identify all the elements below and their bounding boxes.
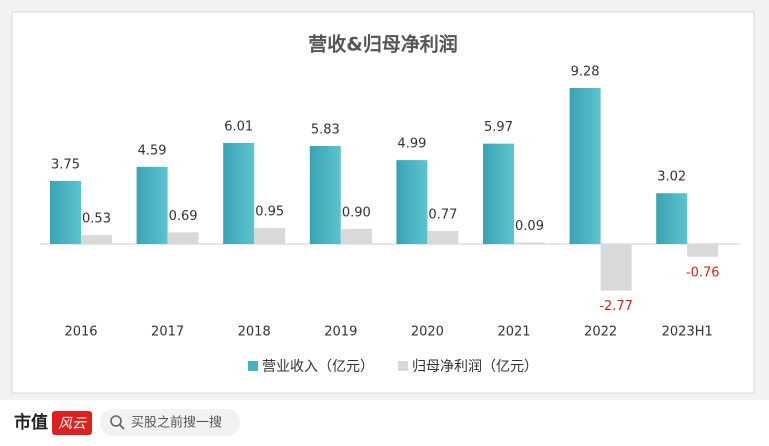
x-tick-label: 2017	[151, 325, 184, 340]
value-label: 0.77	[428, 208, 457, 223]
value-label: 3.02	[657, 170, 686, 185]
value-label: 3.75	[51, 157, 80, 172]
bar	[340, 228, 372, 244]
value-label: -0.76	[686, 265, 720, 280]
chart-title: 营收&归母净利润	[308, 33, 458, 56]
bar	[396, 160, 428, 244]
value-label: 9.28	[571, 65, 600, 80]
bar	[687, 244, 719, 257]
logo: 风云	[58, 416, 87, 432]
bar	[223, 142, 255, 244]
legend-label: 归母净利润（亿元）	[412, 358, 538, 375]
value-label: 4.59	[138, 143, 167, 158]
search-icon	[110, 415, 122, 427]
bar	[81, 235, 112, 244]
bar	[254, 228, 286, 244]
x-tick-label: 2016	[64, 325, 97, 340]
bar	[309, 145, 341, 244]
search-box[interactable]	[100, 409, 240, 436]
legend-label: 营业收入（亿元）	[262, 359, 374, 375]
x-tick-label: 2019	[324, 325, 357, 340]
bar	[167, 232, 199, 244]
value-label: 0.69	[169, 209, 198, 224]
logo-box	[52, 411, 92, 435]
value-label: 0.09	[515, 219, 544, 234]
value-label: 5.83	[311, 122, 340, 137]
bar	[483, 143, 514, 244]
chart-frame	[11, 11, 755, 394]
value-label: 0.90	[342, 205, 371, 220]
bar	[569, 88, 601, 244]
value-label: -2.77	[599, 299, 633, 314]
brand: 市值	[14, 412, 48, 433]
x-tick-label: 2023H1	[662, 325, 713, 340]
bar	[427, 231, 459, 244]
value-label: 4.99	[397, 137, 426, 152]
value-label: 6.01	[224, 119, 253, 134]
x-tick-label: 2022	[584, 325, 617, 340]
x-tick-label: 2021	[497, 325, 530, 340]
search-icon-handle	[119, 424, 125, 430]
bar	[600, 244, 632, 291]
bar	[514, 242, 545, 244]
search-placeholder: 买股之前搜一搜	[131, 415, 222, 431]
value-label: 0.53	[82, 212, 111, 227]
legend-swatch	[398, 361, 408, 371]
bar	[136, 166, 168, 244]
bar	[50, 180, 81, 244]
x-tick-label: 2020	[411, 325, 444, 340]
value-label: 0.95	[255, 205, 284, 220]
legend-swatch	[248, 361, 258, 371]
value-label: 5.97	[484, 120, 513, 135]
x-tick-label: 2018	[238, 325, 271, 340]
bar	[656, 193, 688, 244]
